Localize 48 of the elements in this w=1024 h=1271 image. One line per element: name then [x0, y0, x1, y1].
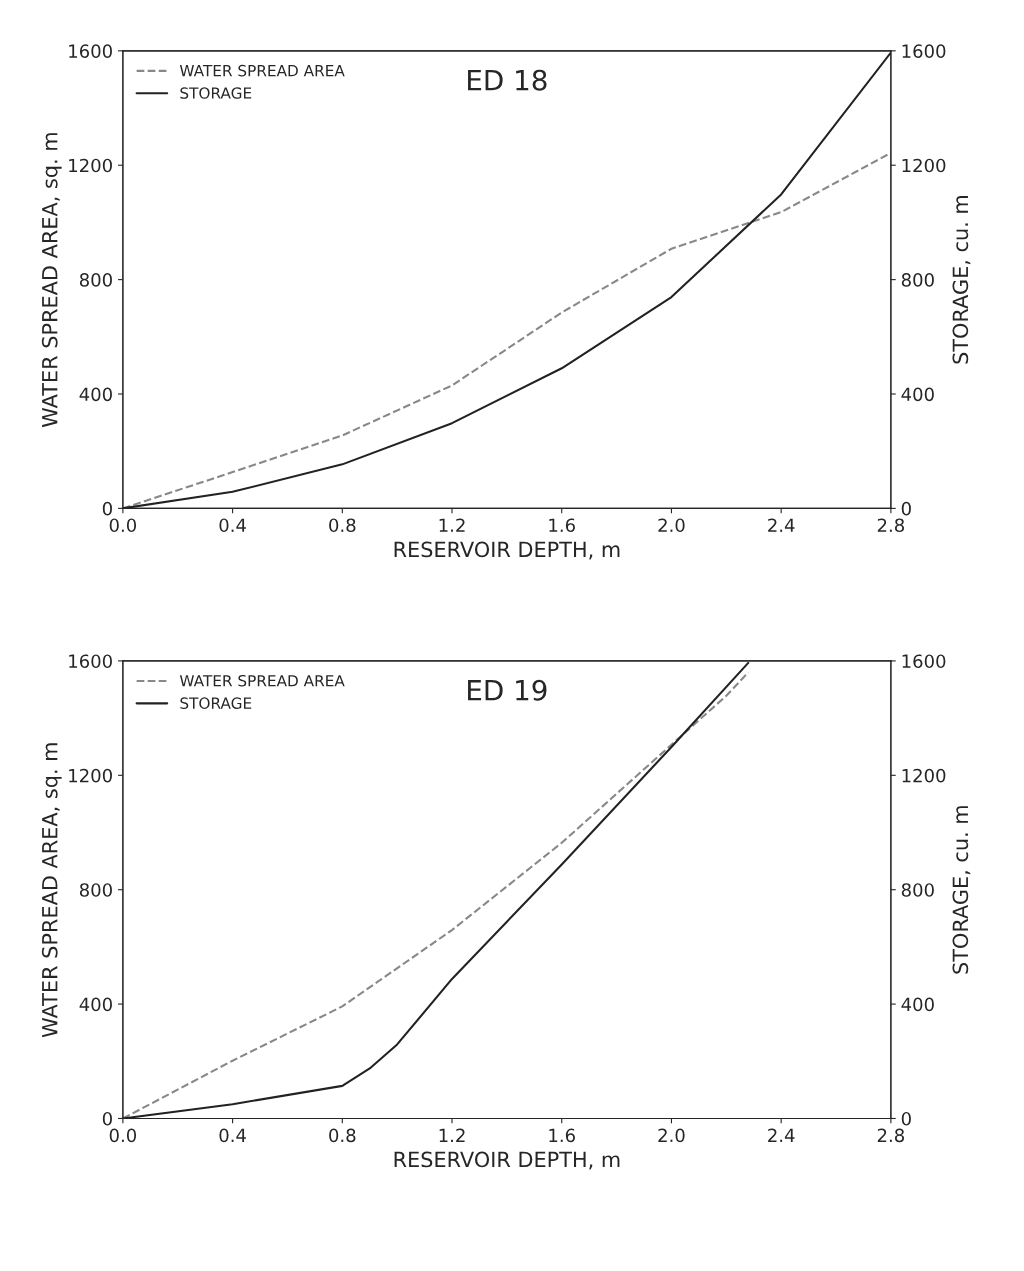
- y-tick-label: 400: [79, 997, 112, 1012]
- y-tick-label: 800: [79, 883, 112, 897]
- y-tick-label: 800: [79, 273, 112, 287]
- x-axis-title: RESERVOIR DEPTH, m: [394, 1151, 620, 1170]
- y2-tick-label: 400: [901, 387, 934, 402]
- x-tick-label: 2.4: [768, 518, 795, 532]
- y2-tick-label: 800: [901, 883, 934, 897]
- y-tick-label: 1200: [69, 768, 112, 783]
- x-tick-label: 0.4: [219, 1128, 246, 1143]
- y2-tick-label: 1600: [902, 44, 946, 58]
- x-tick-label: 2.4: [768, 1128, 795, 1142]
- x-tick-label: 2.8: [877, 518, 904, 533]
- legend-label: WATER SPREAD AREA: [179, 674, 345, 687]
- legend-label: STORAGE: [180, 697, 252, 709]
- legend-label: WATER SPREAD AREA: [179, 64, 345, 77]
- y2-tick-label: 1200: [902, 768, 946, 783]
- y2-tick-label: 1600: [902, 654, 946, 669]
- y2-tick-label: 1200: [902, 158, 946, 173]
- x-tick-label: 1.2: [439, 518, 465, 532]
- y2-tick-label: 800: [901, 273, 934, 287]
- y-tick-label: 1600: [69, 44, 112, 58]
- y2-axis-title: STORAGE, cu. m: [952, 196, 971, 364]
- y2-tick-label: 0: [901, 1111, 911, 1126]
- x-tick-label: 2.8: [877, 1128, 904, 1143]
- x-tick-label: 0.0: [109, 1128, 137, 1143]
- y-axis-title: WATER SPREAD AREA, sq. m: [41, 133, 62, 428]
- x-axis-title: RESERVOIR DEPTH, m: [394, 541, 620, 560]
- x-tick-label: 0.4: [219, 518, 246, 533]
- y-tick-label: 1200: [69, 158, 112, 173]
- y-tick-label: 400: [79, 387, 112, 402]
- text: ED 19: [468, 679, 547, 701]
- legend-label: STORAGE: [180, 87, 252, 99]
- x-tick-label: 2.0: [658, 518, 685, 533]
- y-tick-label: 0: [102, 1111, 112, 1126]
- y-tick-label: 0: [102, 501, 112, 516]
- y2-tick-label: 0: [901, 501, 911, 516]
- x-tick-label: 2.0: [658, 1128, 685, 1143]
- y2-tick-label: 400: [901, 997, 934, 1012]
- y-axis-title: WATER SPREAD AREA, sq. m: [41, 743, 62, 1038]
- x-tick-label: 1.6: [549, 1128, 575, 1143]
- x-tick-label: 1.2: [439, 1128, 465, 1142]
- text: ED 18: [468, 69, 547, 91]
- x-tick-label: 0.8: [329, 1128, 356, 1143]
- x-tick-label: 1.6: [549, 518, 575, 533]
- y2-axis-title: STORAGE, cu. m: [952, 806, 971, 974]
- x-tick-label: 0.8: [329, 518, 356, 533]
- y-tick-label: 1600: [69, 654, 112, 669]
- x-tick-label: 0.0: [109, 518, 137, 533]
